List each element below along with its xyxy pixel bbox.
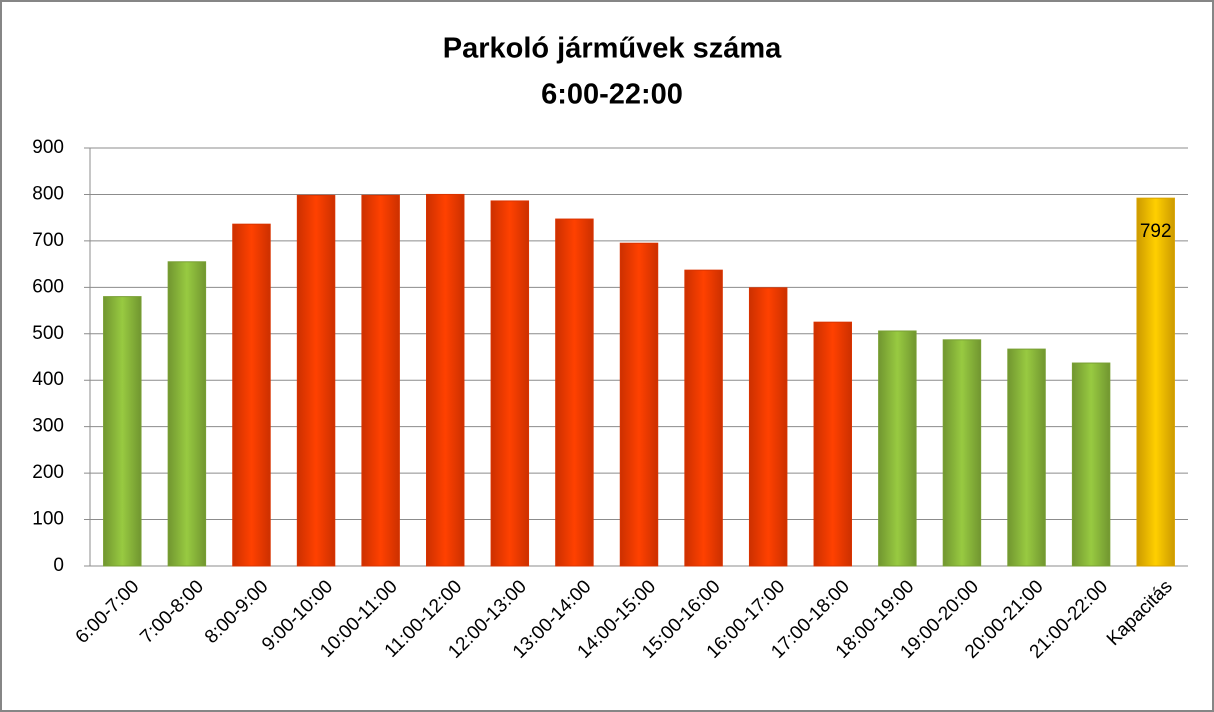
y-tick-label: 500	[32, 323, 64, 344]
y-tick-label: 900	[32, 137, 64, 158]
bar	[878, 330, 917, 567]
y-tick-label: 700	[32, 230, 64, 251]
chart-subtitle: 6:00-22:00	[541, 79, 683, 111]
bar	[1007, 348, 1046, 567]
bar	[813, 321, 852, 567]
y-tick-label: 400	[32, 369, 64, 390]
chart-title: Parkoló járművek száma	[443, 33, 782, 65]
bar	[555, 218, 594, 567]
bar	[296, 194, 336, 567]
bar	[232, 223, 271, 567]
bar	[942, 339, 982, 567]
bar	[426, 193, 465, 567]
y-tick-label: 200	[32, 462, 64, 483]
bar	[684, 269, 723, 567]
bar	[748, 287, 788, 567]
bar	[490, 200, 530, 567]
y-tick-label: 100	[32, 509, 64, 530]
bar	[103, 296, 142, 567]
bar	[1136, 197, 1175, 567]
y-tick-label: 800	[32, 183, 64, 204]
bar	[167, 261, 207, 567]
y-tick-label: 600	[32, 276, 64, 297]
y-tick-label: 300	[32, 416, 64, 437]
y-tick-label: 0	[53, 555, 64, 576]
bar	[1071, 362, 1111, 567]
data-label: 792	[1140, 221, 1172, 242]
bar	[619, 242, 659, 567]
bar	[361, 194, 400, 567]
